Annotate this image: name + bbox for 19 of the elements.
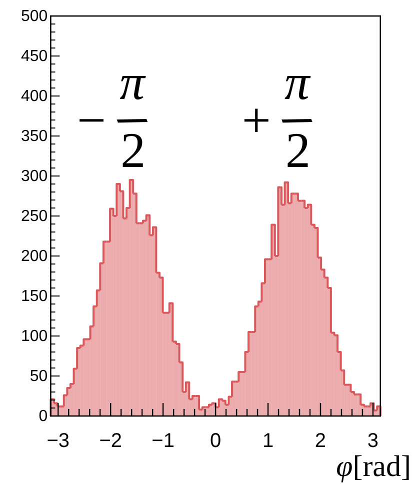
x-axis-title: φ[rad] (336, 450, 411, 483)
y-tick-label: 50 (30, 368, 48, 386)
x-tick-label: 0 (210, 430, 222, 452)
y-tick-label: 100 (20, 328, 48, 346)
x-tick-label: −1 (152, 430, 174, 452)
y-tick-label: 150 (20, 288, 48, 306)
y-tick-label: 300 (20, 168, 48, 186)
y-tick-label: 450 (20, 48, 48, 66)
x-tick-label: −2 (99, 430, 122, 452)
x-tick-label: −3 (46, 430, 70, 452)
x-tick-label: 1 (262, 430, 274, 452)
x-tick-label: 3 (367, 430, 379, 452)
y-tick-label: 250 (20, 208, 48, 226)
x-tick-label: 2 (314, 430, 326, 452)
y-tick-label: 350 (20, 128, 48, 146)
y-tick-label: 200 (20, 248, 48, 266)
y-tick-label: 500 (20, 8, 48, 26)
y-tick-label: 0 (38, 408, 48, 426)
y-tick-label: 400 (20, 88, 48, 106)
